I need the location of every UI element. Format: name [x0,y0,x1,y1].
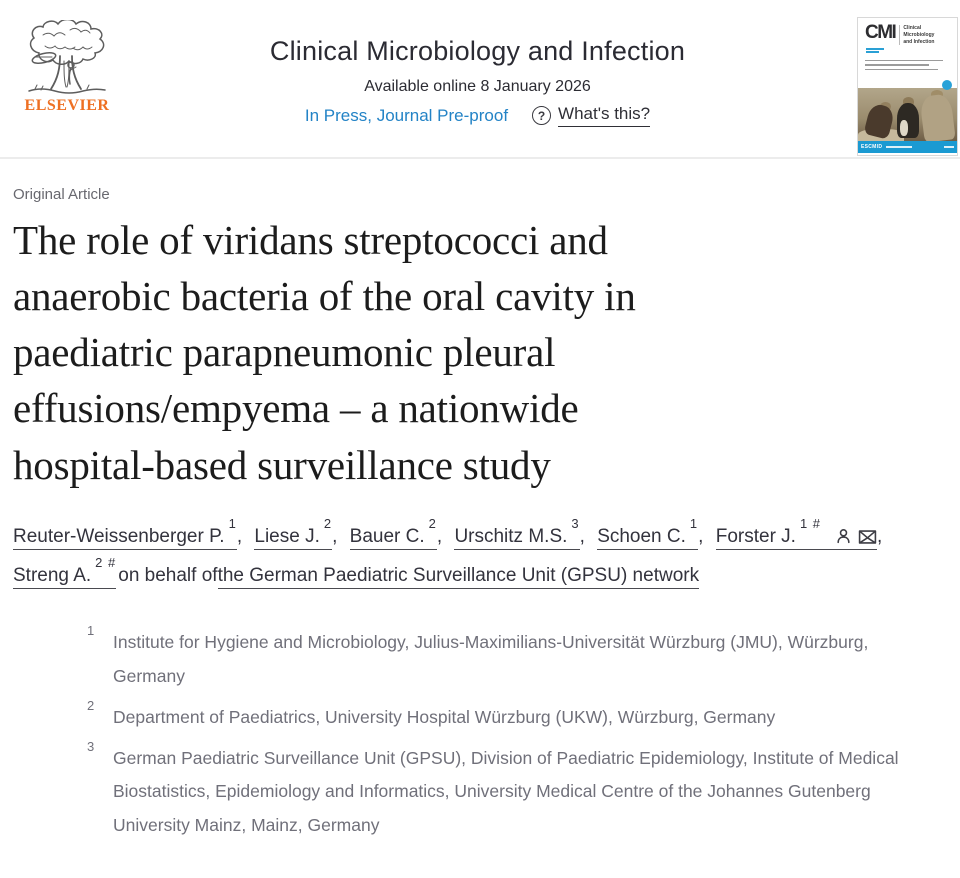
header-divider [0,157,960,159]
cover-masthead: CMI Clinical Microbiology and Infection [858,18,957,46]
author-sup: 1 # [799,515,822,531]
in-press-link[interactable]: In Press, Journal Pre-proof [304,105,509,125]
escmid-logo: ESCMID [861,144,883,150]
author-name: Liese J. [254,526,320,548]
journal-title-link[interactable]: Clinical Microbiology and Infection [269,36,686,66]
cover-subtitle-line: and Infection [903,38,935,45]
cover-article-lines [865,59,950,71]
affiliation-text: Department of Paediatrics, University Ho… [113,706,776,727]
article-head-section: Original Article The role of viridans st… [0,159,960,843]
author-name: Forster J. [715,526,796,548]
author-link[interactable]: Urschitz M.S.3 [454,516,580,551]
cover-footer-bar: ESCMID [858,141,957,153]
in-press-row: In Press, Journal Pre-proof ? What's thi… [126,104,829,127]
author-name: Bauer C. [349,526,425,548]
available-online-date: Available online 8 January 2026 [364,78,591,95]
author-sup: 2 # [95,555,117,571]
author-separator: , [698,526,704,548]
cover-subtitle-line: Microbiology [903,31,935,38]
author-link[interactable]: Streng A.2 # [13,555,117,590]
email-icon [858,530,877,544]
author-sup: 2 [323,515,333,531]
author-sup: 3 [571,515,580,531]
elsevier-tree-icon [28,20,106,94]
affiliation-text: German Paediatric Surveillance Unit (GPS… [113,747,899,836]
elsevier-logo[interactable]: ELSEVIER [8,16,126,115]
affiliation-item: 1 Institute for Hygiene and Microbiology… [87,623,946,694]
author-sup: 2 [428,515,437,531]
cover-badge-icon [942,80,952,90]
author-separator: , [877,526,883,548]
author-link-corresponding[interactable]: Forster J.1 # [715,516,878,551]
journal-banner: ELSEVIER Clinical Microbiology and Infec… [0,0,960,157]
cover-subtitle-line: Clinical [903,25,922,31]
affiliation-sup: 2 [87,697,95,713]
painting-figure-head [902,97,915,107]
cover-volume-info [866,48,957,53]
author-separator: , [332,526,338,548]
article-title: The role of viridans streptococci and an… [13,217,636,488]
author-separator: , [436,526,443,548]
journal-header-center: Clinical Microbiology and Infection Avai… [126,36,829,127]
author-sup: 1 [689,515,699,531]
on-behalf-text: on behalf of [118,565,218,587]
article-type-label: Original Article [13,186,110,203]
author-link[interactable]: Bauer C.2 [349,516,437,551]
journal-cover-thumbnail[interactable]: CMI Clinical Microbiology and Infection [857,17,958,156]
author-icons [829,518,877,557]
affiliation-sup: 3 [87,738,95,754]
affiliation-list: 1 Institute for Hygiene and Microbiology… [87,623,946,843]
author-name: Schoen C. [597,526,686,548]
author-name: Streng A. [13,565,92,587]
author-name: Urschitz M.S. [454,526,568,548]
elsevier-wordmark: ELSEVIER [24,97,110,114]
cover-journal-name: Clinical Microbiology and Infection [899,25,935,46]
author-separator: , [579,526,585,548]
author-name: Reuter-Weissenberger P. [13,526,225,548]
author-sup: 1 [228,515,237,531]
cover-cmi-logo: CMI [865,22,897,43]
article-page: ELSEVIER Clinical Microbiology and Infec… [0,0,960,843]
author-link[interactable]: Schoen C.1 [597,516,699,551]
author-link[interactable]: Reuter-Weissenberger P.1 [13,516,237,551]
author-link[interactable]: Liese J.2 [254,516,333,551]
affiliation-text: Institute for Hygiene and Microbiology, … [113,632,869,687]
person-icon [837,529,850,544]
affiliation-item: 2 Department of Paediatrics, University … [87,697,946,735]
help-icon[interactable]: ? [532,106,552,125]
affiliation-sup: 1 [87,623,95,639]
affiliation-item: 3 German Paediatric Surveillance Unit (G… [87,738,946,843]
painting-figure [919,92,956,143]
cover-painting [858,88,957,143]
author-separator: , [236,526,243,548]
whats-this-link[interactable]: What's this? [558,104,651,127]
painting-figure-shirt [899,119,909,137]
group-network-link[interactable]: the German Paediatric Surveillance Unit … [217,565,700,590]
author-list: Reuter-Weissenberger P.1, Liese J.2, Bau… [13,516,946,597]
